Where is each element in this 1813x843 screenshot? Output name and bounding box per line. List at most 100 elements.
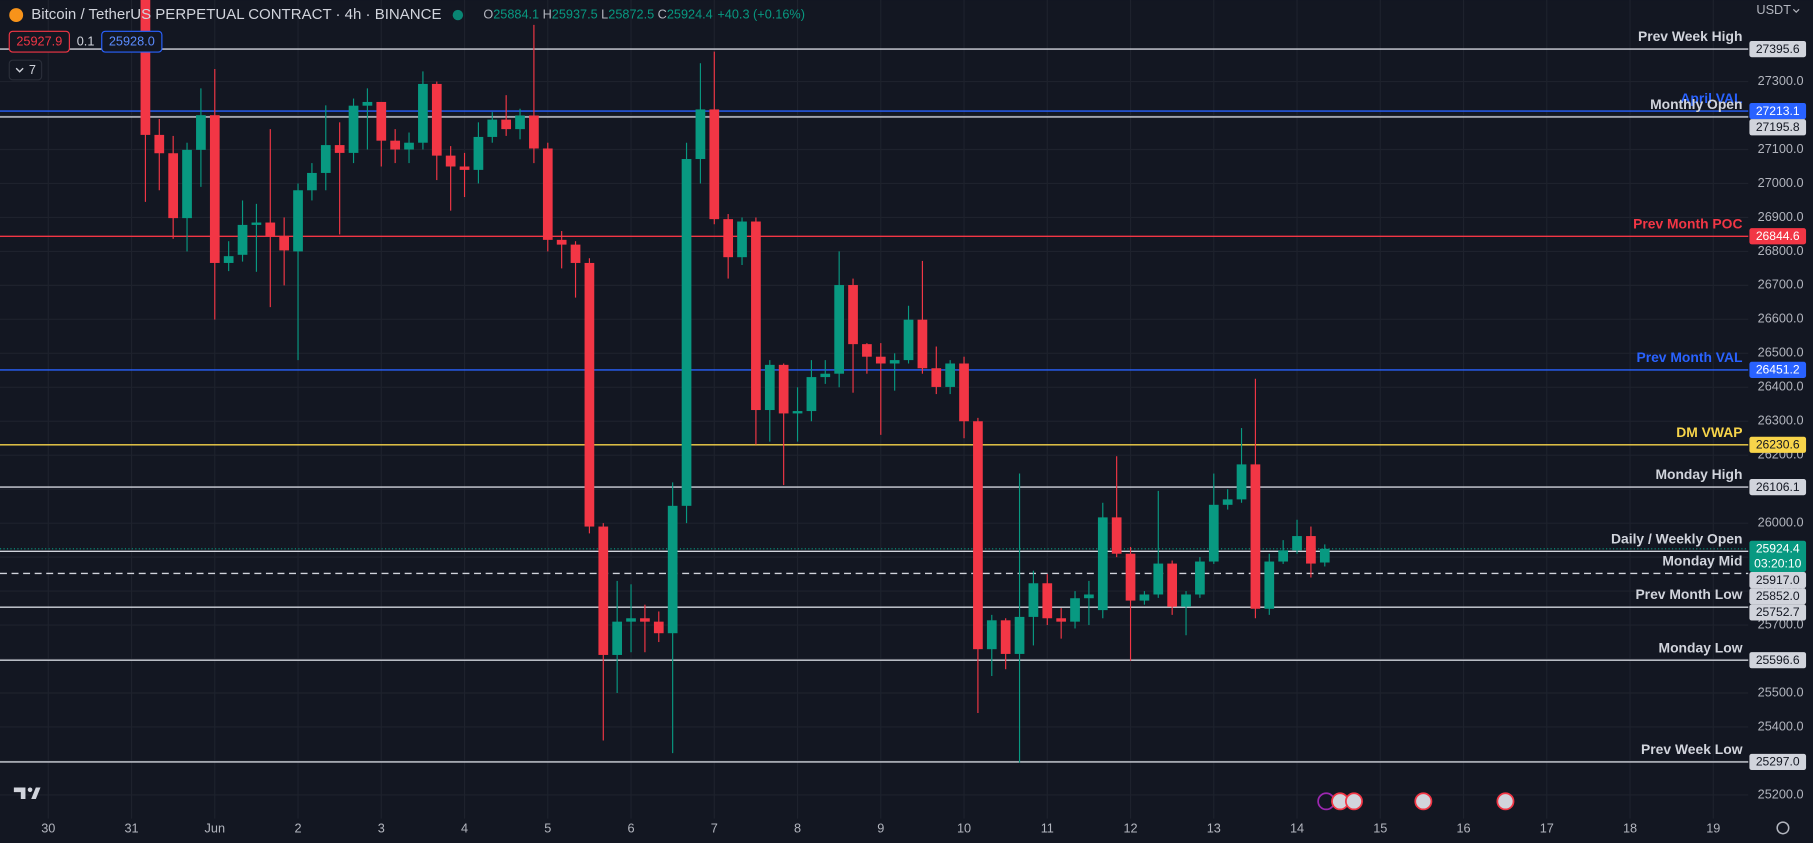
candle-body (764, 364, 775, 411)
level-name: Prev Month VAL (1636, 349, 1743, 365)
level-name: Monday High (1655, 466, 1742, 482)
candle-body (196, 115, 206, 150)
candle-body (348, 105, 359, 153)
candle-body (848, 285, 858, 345)
candle-body (903, 319, 914, 361)
level-name: Prev Month POC (1633, 215, 1742, 231)
candle-body (265, 222, 276, 237)
candle-body (334, 145, 345, 153)
price-label-box (1749, 436, 1807, 453)
candle-body (626, 618, 636, 622)
candle-body (515, 115, 525, 130)
x-tick-label: 16 (1456, 820, 1470, 835)
ohlc-letter: H (543, 7, 552, 22)
candle-body (709, 109, 720, 220)
bid-box[interactable] (8, 30, 70, 53)
candle-body (834, 285, 845, 374)
x-tick-label: 30 (41, 820, 55, 835)
price-label-box (1749, 119, 1807, 136)
countdown: 03:20:10 (1754, 557, 1801, 571)
ohlc-letter: L (601, 7, 608, 22)
price-label: 27395.6 (1756, 42, 1800, 56)
candle-body (973, 421, 983, 650)
candle-body (501, 119, 512, 130)
candle-body (307, 172, 317, 191)
candle-body (820, 373, 831, 378)
y-tick-label: 27100.0 (1758, 141, 1804, 156)
settings-icon[interactable] (1776, 821, 1790, 835)
candle-body (653, 621, 664, 634)
price-label-box (1749, 604, 1807, 621)
candle-body (209, 115, 220, 263)
bid: 25927.9 (16, 34, 62, 49)
x-tick-label: 7 (711, 820, 718, 835)
candle-body (1306, 536, 1316, 564)
indicators-toggle[interactable] (8, 59, 43, 81)
price-label-box (1749, 753, 1807, 771)
candle-body (140, 0, 151, 135)
candle-body (1208, 504, 1219, 562)
candle-body (570, 244, 581, 263)
candle-body (445, 155, 456, 167)
price-label-box (1749, 41, 1807, 58)
level-name: April VAL (1680, 90, 1743, 106)
candle-body (1042, 583, 1053, 619)
y-tick-label: 26400.0 (1758, 379, 1804, 394)
candle-body (404, 142, 414, 150)
candle-body (917, 319, 928, 369)
candle-body (959, 363, 969, 422)
candle-body (1278, 550, 1289, 562)
candle-body (542, 148, 553, 240)
candle-body (182, 149, 192, 219)
candle-body (293, 190, 303, 252)
tradingview-logo (13, 787, 41, 800)
candle-body (1056, 618, 1067, 622)
x-tick-label: 14 (1290, 820, 1304, 835)
x-tick-label: 3 (378, 820, 385, 835)
price-label-box (1749, 540, 1807, 572)
chevron-icon (15, 67, 24, 73)
candle-body (862, 344, 872, 357)
price-labels: 27395.6 27213.1 27195.8 26844.6 26451.2 26230… (1749, 41, 1807, 771)
y-tick-label: 26300.0 (1758, 413, 1804, 428)
candle-body (1250, 464, 1261, 609)
x-tick-label: 11 (1041, 820, 1054, 835)
price-label-box (1749, 571, 1807, 589)
price-label: 25752.7 (1756, 605, 1800, 619)
y-tick-label: 26900.0 (1758, 209, 1804, 224)
candle-body (723, 219, 734, 258)
candle-body (1070, 598, 1080, 622)
x-tick-label: 19 (1706, 820, 1720, 835)
candle-body (737, 221, 747, 258)
candle-body (806, 377, 817, 412)
candles (140, 0, 1330, 763)
level-name: Prev Month Low (1635, 586, 1742, 602)
candle-body (223, 256, 234, 263)
candle-body (168, 153, 179, 219)
candle-body (1264, 561, 1275, 609)
currency[interactable]: USDT (1756, 2, 1791, 17)
ask-box[interactable] (101, 30, 163, 53)
candle-body (1319, 548, 1330, 563)
candle-body (598, 526, 609, 655)
candle-body (1084, 594, 1094, 599)
event-markers[interactable] (1317, 792, 1515, 811)
level-name: Monday Low (1659, 639, 1743, 655)
candle-body (279, 236, 290, 251)
y-tick-label: 27300.0 (1758, 73, 1804, 88)
y-tick-label: 25200.0 (1758, 786, 1804, 801)
x-tick-label: Jun (205, 820, 225, 835)
price-label-box (1749, 652, 1807, 669)
x-tick-label: 13 (1207, 820, 1221, 835)
candle-body (1111, 517, 1122, 554)
candle-body (320, 145, 331, 173)
y-tick-label: 26800.0 (1758, 243, 1804, 258)
candle-body (459, 166, 470, 170)
candle-body (1222, 499, 1233, 505)
price-label: 26230.6 (1756, 438, 1800, 452)
y-tick-label: 25400.0 (1758, 718, 1804, 733)
candle-body (154, 134, 165, 154)
x-tick-label: 5 (544, 820, 551, 835)
x-tick-label: 10 (957, 820, 971, 835)
